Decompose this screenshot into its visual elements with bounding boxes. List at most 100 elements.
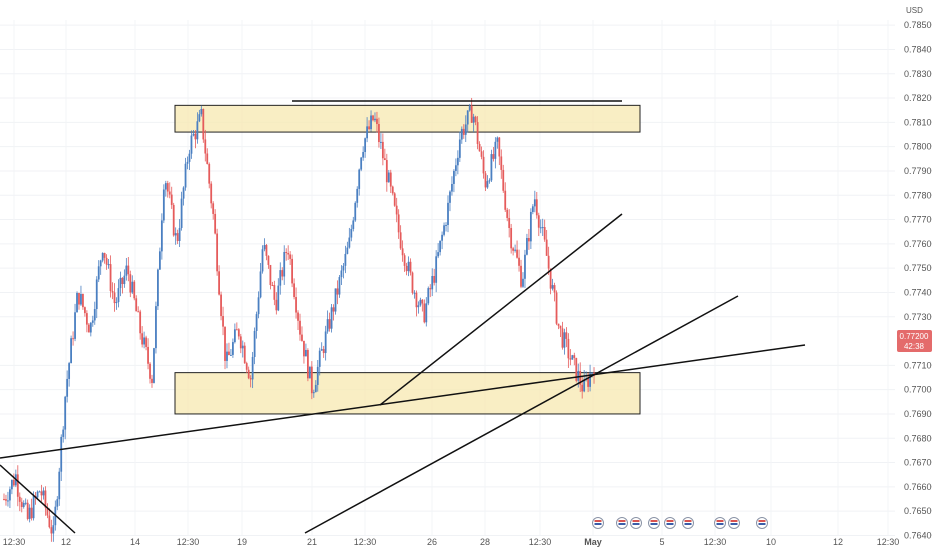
candle-body — [531, 206, 534, 212]
candle-body — [237, 329, 240, 337]
time-axis[interactable]: 12:30 12 14 12:30 19 21 12:30 26 28 12:30 May 5 12:3… — [3, 537, 900, 547]
candle-body — [555, 292, 558, 324]
candle-body — [310, 366, 313, 394]
candle-body — [93, 309, 96, 321]
candles — [3, 97, 595, 542]
candle-body — [117, 288, 120, 303]
candle-body — [40, 491, 43, 496]
candle-body — [42, 490, 45, 496]
candle-body — [581, 384, 584, 392]
candle-body — [563, 332, 566, 348]
event-flag-stripe — [632, 520, 640, 522]
candle-body — [10, 480, 13, 490]
candle-body — [103, 252, 106, 258]
candle-body — [526, 237, 528, 255]
candle-body — [200, 108, 203, 115]
candle-body — [316, 366, 319, 385]
candle-body — [330, 307, 333, 329]
time-tick-label: 14 — [130, 537, 140, 547]
candle-body — [399, 232, 402, 249]
candle-body — [401, 248, 404, 256]
candle-body — [62, 429, 65, 437]
candle-body — [194, 133, 197, 140]
candle-body — [56, 499, 59, 507]
candle-body — [72, 338, 74, 340]
event-flag-stripe — [666, 523, 674, 525]
candle-body — [338, 277, 341, 295]
trendline — [304, 295, 739, 534]
candle-body — [32, 495, 35, 519]
economic-events-row[interactable] — [592, 517, 768, 529]
candle-body — [522, 278, 524, 287]
candle-body — [265, 245, 268, 256]
candle-body — [97, 266, 100, 280]
candle-body — [328, 319, 331, 329]
candle-body — [232, 342, 234, 355]
candle-body — [214, 213, 217, 234]
candle-body — [168, 191, 171, 195]
candle-body — [176, 233, 179, 241]
time-tick-label: 12:30 — [177, 537, 200, 547]
candle-body — [376, 118, 378, 125]
candle-body — [579, 370, 582, 385]
candle-body — [147, 346, 149, 364]
candle-body — [141, 333, 144, 345]
candle-body — [320, 349, 323, 351]
candle-body — [107, 264, 110, 266]
candle-body — [247, 369, 250, 379]
candle-body — [68, 363, 71, 379]
candle-body — [500, 156, 503, 170]
candle-body — [360, 157, 363, 170]
event-flag-stripe — [594, 520, 602, 522]
price-tag-box — [897, 330, 932, 352]
candle-body — [417, 305, 420, 308]
time-tick-label: 5 — [659, 537, 664, 547]
candle-body — [158, 251, 161, 270]
candle-body — [105, 257, 108, 265]
candle-body — [397, 214, 400, 233]
candle-body — [512, 248, 515, 251]
candle-body — [468, 105, 471, 111]
candle-body — [543, 227, 546, 240]
candle-body — [241, 345, 244, 349]
candle-body — [423, 303, 426, 323]
candle-body — [510, 228, 513, 249]
candle-body — [383, 158, 386, 161]
candle-body — [395, 205, 398, 215]
candle-body — [206, 153, 209, 164]
candle-body — [569, 358, 572, 360]
candle-body — [433, 275, 436, 283]
candle-body — [425, 303, 428, 323]
candle-body — [314, 384, 317, 393]
candle-body — [115, 302, 118, 304]
candle-body — [435, 256, 438, 283]
candle-body — [490, 154, 493, 181]
candle-body — [366, 126, 368, 139]
candle-body — [358, 169, 361, 189]
candle-body — [190, 135, 193, 154]
candle-body — [380, 141, 382, 143]
candle-body — [571, 355, 574, 360]
candle-body — [87, 324, 90, 333]
candle-body — [297, 312, 299, 321]
candle-body — [80, 293, 82, 305]
candle-body — [261, 249, 264, 272]
candle-body — [549, 268, 552, 289]
resistance-zone — [174, 104, 641, 133]
candle-body — [539, 227, 542, 229]
candle-body — [95, 279, 98, 310]
event-flag-stripe — [666, 520, 674, 522]
candle-body — [427, 288, 430, 304]
candle-body — [125, 265, 128, 276]
candle-body — [545, 239, 548, 256]
candle-body — [389, 172, 392, 187]
